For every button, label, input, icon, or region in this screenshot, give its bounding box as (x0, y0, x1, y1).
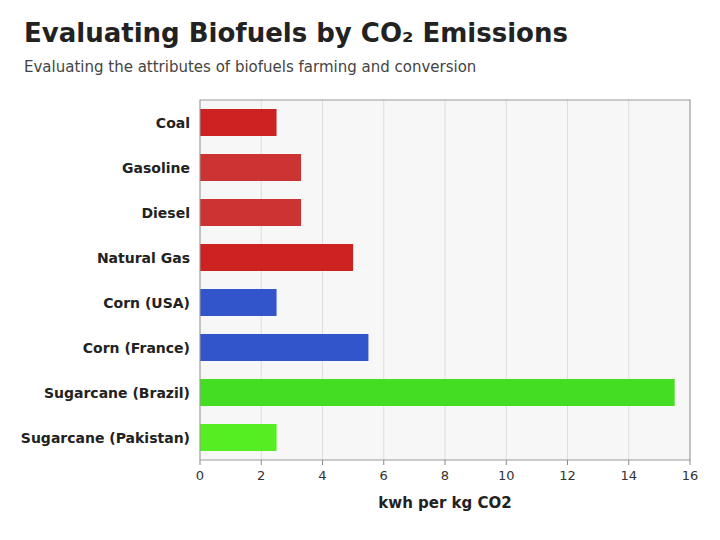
category-label: Diesel (141, 205, 190, 221)
bar (200, 199, 301, 226)
chart: Evaluating Biofuels by CO₂ Emissions Eval… (0, 0, 720, 540)
tick-label: 0 (196, 468, 204, 483)
chart-container: Evaluating Biofuels by CO₂ Emissions Eval… (0, 0, 720, 540)
tick-mark (628, 460, 629, 465)
category-label: Sugarcane (Pakistan) (21, 430, 190, 446)
plot-area (200, 100, 690, 460)
tick-label: 6 (380, 468, 388, 483)
tick-mark (200, 460, 201, 465)
bar (200, 289, 277, 316)
tick-label: 12 (559, 468, 576, 483)
title: Evaluating Biofuels by CO₂ Emissions (24, 18, 568, 48)
tick-label: 14 (620, 468, 637, 483)
category-label: Coal (156, 115, 190, 131)
tick-mark (567, 460, 568, 465)
bars (200, 109, 675, 451)
bar (200, 334, 368, 361)
bar (200, 424, 277, 451)
tick-mark (261, 460, 262, 465)
tick-mark (690, 460, 691, 465)
tick-mark (445, 460, 446, 465)
bar (200, 379, 675, 406)
tick-mark (322, 460, 323, 465)
category-label: Corn (France) (83, 340, 190, 356)
tick-label: 2 (257, 468, 265, 483)
subtitle: Evaluating the attributes of biofuels fa… (24, 58, 476, 76)
tick-mark (506, 460, 507, 465)
tick-label: 10 (498, 468, 515, 483)
tick-label: 4 (318, 468, 326, 483)
category-label: Gasoline (122, 160, 190, 176)
tick-label: 16 (682, 468, 699, 483)
grid (200, 100, 690, 460)
plot-frame (200, 100, 690, 460)
category-label: Sugarcane (Brazil) (44, 385, 190, 401)
bar (200, 109, 277, 136)
tick-mark (383, 460, 384, 465)
category-label: Corn (USA) (103, 295, 190, 311)
category-label: Natural Gas (97, 250, 190, 266)
bar (200, 244, 353, 271)
tick-label: 8 (441, 468, 449, 483)
x-axis-label: kwh per kg CO2 (378, 494, 511, 512)
bar (200, 154, 301, 181)
